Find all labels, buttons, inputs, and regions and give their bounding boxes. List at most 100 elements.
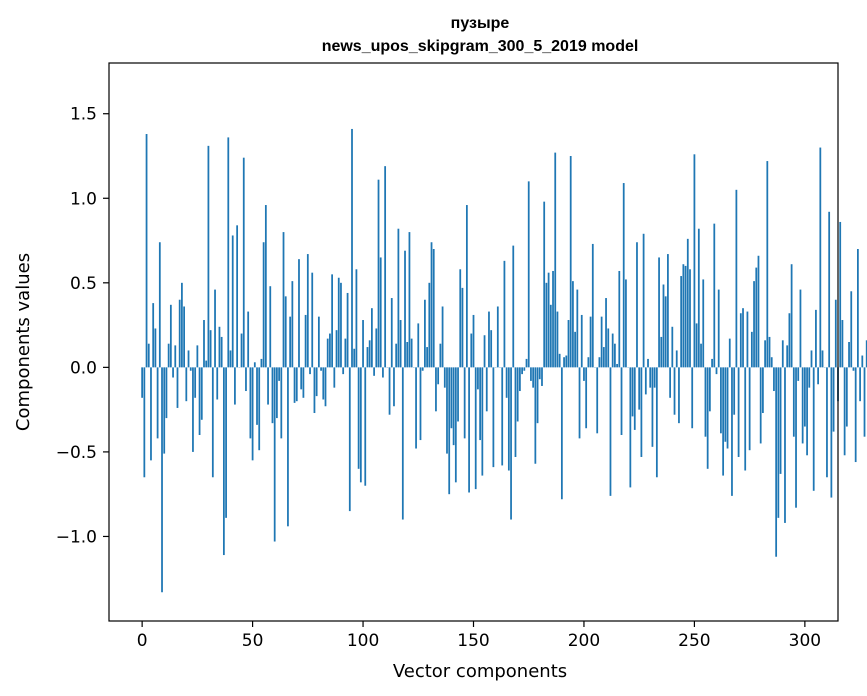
bar bbox=[779, 367, 782, 474]
bar bbox=[181, 282, 183, 368]
bar bbox=[636, 242, 638, 368]
bar bbox=[611, 333, 614, 368]
bar bbox=[660, 336, 663, 368]
bar bbox=[329, 333, 331, 368]
bar bbox=[819, 147, 822, 368]
bar bbox=[618, 270, 621, 368]
bar bbox=[616, 363, 618, 368]
bar bbox=[375, 328, 378, 368]
bar bbox=[560, 367, 563, 500]
y-axis-label: Components values bbox=[13, 253, 34, 431]
bar bbox=[457, 367, 459, 422]
bar bbox=[470, 333, 473, 368]
bar bbox=[746, 311, 749, 368]
bar bbox=[333, 367, 336, 388]
bar bbox=[554, 152, 557, 368]
bar bbox=[655, 367, 658, 478]
bar bbox=[267, 367, 269, 405]
bar bbox=[468, 367, 470, 493]
bar bbox=[256, 367, 258, 425]
bar bbox=[390, 298, 393, 368]
bar bbox=[605, 298, 607, 368]
bar bbox=[523, 367, 526, 371]
bar bbox=[309, 367, 311, 375]
bar bbox=[580, 314, 583, 368]
bar bbox=[565, 355, 568, 368]
bar bbox=[673, 367, 676, 415]
bar bbox=[766, 161, 769, 368]
bar bbox=[786, 345, 789, 368]
bar bbox=[426, 347, 428, 368]
bar bbox=[415, 367, 417, 449]
bar bbox=[198, 367, 201, 435]
bar bbox=[393, 367, 395, 407]
bar bbox=[726, 367, 729, 449]
bar bbox=[353, 348, 356, 368]
bar bbox=[810, 350, 813, 368]
bar bbox=[289, 316, 292, 368]
bar bbox=[706, 367, 709, 469]
bar bbox=[331, 274, 333, 368]
bar bbox=[218, 326, 221, 368]
bar bbox=[344, 338, 347, 368]
bar bbox=[784, 367, 786, 523]
bar bbox=[335, 330, 338, 368]
bar bbox=[543, 201, 546, 368]
bar bbox=[547, 272, 550, 368]
bar bbox=[845, 367, 848, 427]
bar bbox=[446, 367, 448, 454]
bar bbox=[304, 314, 307, 368]
bar bbox=[750, 331, 753, 368]
x-tick-label: 250 bbox=[678, 631, 710, 651]
bar bbox=[538, 367, 541, 380]
x-tick-label: 50 bbox=[242, 631, 264, 651]
bar bbox=[214, 289, 216, 368]
bar bbox=[154, 328, 157, 368]
bar bbox=[700, 343, 702, 368]
bar bbox=[576, 289, 579, 368]
bar bbox=[437, 367, 440, 385]
bar bbox=[644, 367, 647, 395]
y-tick-label: 0.5 bbox=[70, 274, 97, 294]
bar bbox=[815, 309, 817, 368]
bar bbox=[728, 338, 731, 368]
bar bbox=[264, 205, 267, 368]
bar bbox=[311, 272, 314, 368]
bar bbox=[757, 255, 760, 368]
bar bbox=[717, 289, 720, 368]
bar bbox=[863, 367, 866, 437]
bar bbox=[406, 342, 409, 368]
bar bbox=[432, 249, 435, 368]
bar bbox=[711, 358, 713, 368]
bar bbox=[574, 331, 576, 368]
bar bbox=[788, 313, 791, 368]
bar bbox=[653, 367, 656, 388]
bar bbox=[428, 282, 431, 368]
bar bbox=[227, 137, 230, 368]
bar bbox=[234, 367, 236, 405]
x-tick-label: 100 bbox=[347, 631, 379, 651]
plot-frame bbox=[108, 62, 839, 622]
bar bbox=[525, 358, 528, 368]
bar bbox=[689, 269, 691, 368]
bar bbox=[764, 340, 766, 368]
bar bbox=[622, 183, 625, 368]
bar bbox=[490, 330, 493, 368]
bar bbox=[448, 367, 451, 495]
bar bbox=[439, 343, 442, 368]
bar bbox=[792, 367, 795, 437]
bar bbox=[507, 367, 510, 471]
bar bbox=[465, 205, 468, 368]
bar bbox=[371, 308, 373, 368]
bar bbox=[514, 367, 517, 457]
bar bbox=[161, 367, 163, 593]
y-tick-label: 0.0 bbox=[70, 358, 97, 378]
bar bbox=[682, 264, 685, 368]
bar bbox=[143, 367, 146, 478]
bar bbox=[359, 367, 362, 483]
bar bbox=[722, 367, 725, 476]
bar bbox=[242, 157, 245, 368]
bar bbox=[625, 279, 627, 368]
bar bbox=[366, 347, 369, 368]
